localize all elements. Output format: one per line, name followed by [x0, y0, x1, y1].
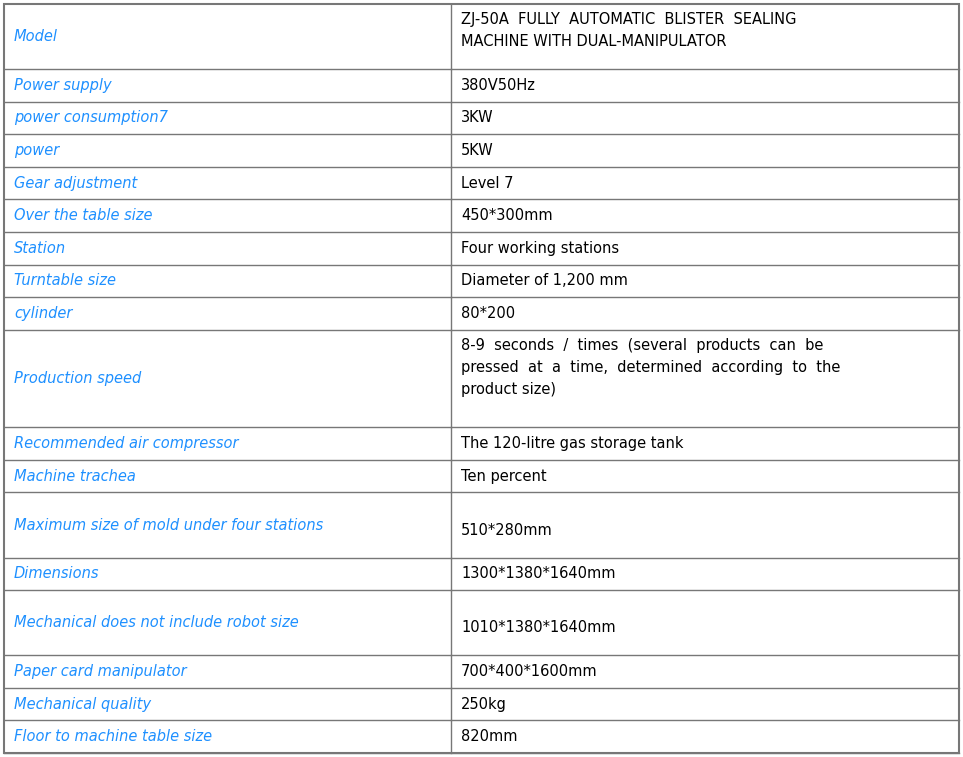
Text: Maximum size of mold under four stations: Maximum size of mold under four stations	[14, 518, 324, 532]
Text: Ten percent: Ten percent	[461, 469, 547, 484]
Text: 700*400*1600mm: 700*400*1600mm	[461, 664, 598, 679]
Text: The 120-litre gas storage tank: The 120-litre gas storage tank	[461, 436, 684, 451]
Text: Station: Station	[14, 241, 66, 256]
Text: Production speed: Production speed	[14, 371, 142, 386]
Text: 80*200: 80*200	[461, 306, 515, 321]
Text: Gear adjustment: Gear adjustment	[14, 176, 138, 191]
Text: 8-9  seconds  /  times  (several  products  can  be
pressed  at  a  time,  deter: 8-9 seconds / times (several products ca…	[461, 338, 841, 397]
Text: Level 7: Level 7	[461, 176, 513, 191]
Text: 250kg: 250kg	[461, 696, 507, 712]
Text: Four working stations: Four working stations	[461, 241, 619, 256]
Text: 450*300mm: 450*300mm	[461, 208, 553, 223]
Text: Model: Model	[14, 29, 58, 44]
Text: power: power	[14, 143, 60, 158]
Text: Dimensions: Dimensions	[14, 566, 99, 581]
Text: Mechanical quality: Mechanical quality	[14, 696, 151, 712]
Text: Recommended air compressor: Recommended air compressor	[14, 436, 239, 451]
Text: Turntable size: Turntable size	[14, 273, 116, 288]
Text: Power supply: Power supply	[14, 78, 112, 93]
Text: 5KW: 5KW	[461, 143, 494, 158]
Text: Machine trachea: Machine trachea	[14, 469, 136, 484]
Text: 820mm: 820mm	[461, 729, 517, 744]
Text: Mechanical does not include robot size: Mechanical does not include robot size	[14, 615, 299, 631]
Text: Paper card manipulator: Paper card manipulator	[14, 664, 187, 679]
Text: 1300*1380*1640mm: 1300*1380*1640mm	[461, 566, 615, 581]
Text: 3KW: 3KW	[461, 111, 494, 126]
Text: Over the table size: Over the table size	[14, 208, 152, 223]
Text: cylinder: cylinder	[14, 306, 72, 321]
Text: 510*280mm: 510*280mm	[461, 500, 553, 537]
Text: 1010*1380*1640mm: 1010*1380*1640mm	[461, 598, 615, 635]
Text: Diameter of 1,200 mm: Diameter of 1,200 mm	[461, 273, 628, 288]
Text: Floor to machine table size: Floor to machine table size	[14, 729, 212, 744]
Text: ZJ-50A  FULLY  AUTOMATIC  BLISTER  SEALING
MACHINE WITH DUAL-MANIPULATOR: ZJ-50A FULLY AUTOMATIC BLISTER SEALING M…	[461, 12, 796, 49]
Text: power consumption7: power consumption7	[14, 111, 168, 126]
Text: 380V50Hz: 380V50Hz	[461, 78, 535, 93]
